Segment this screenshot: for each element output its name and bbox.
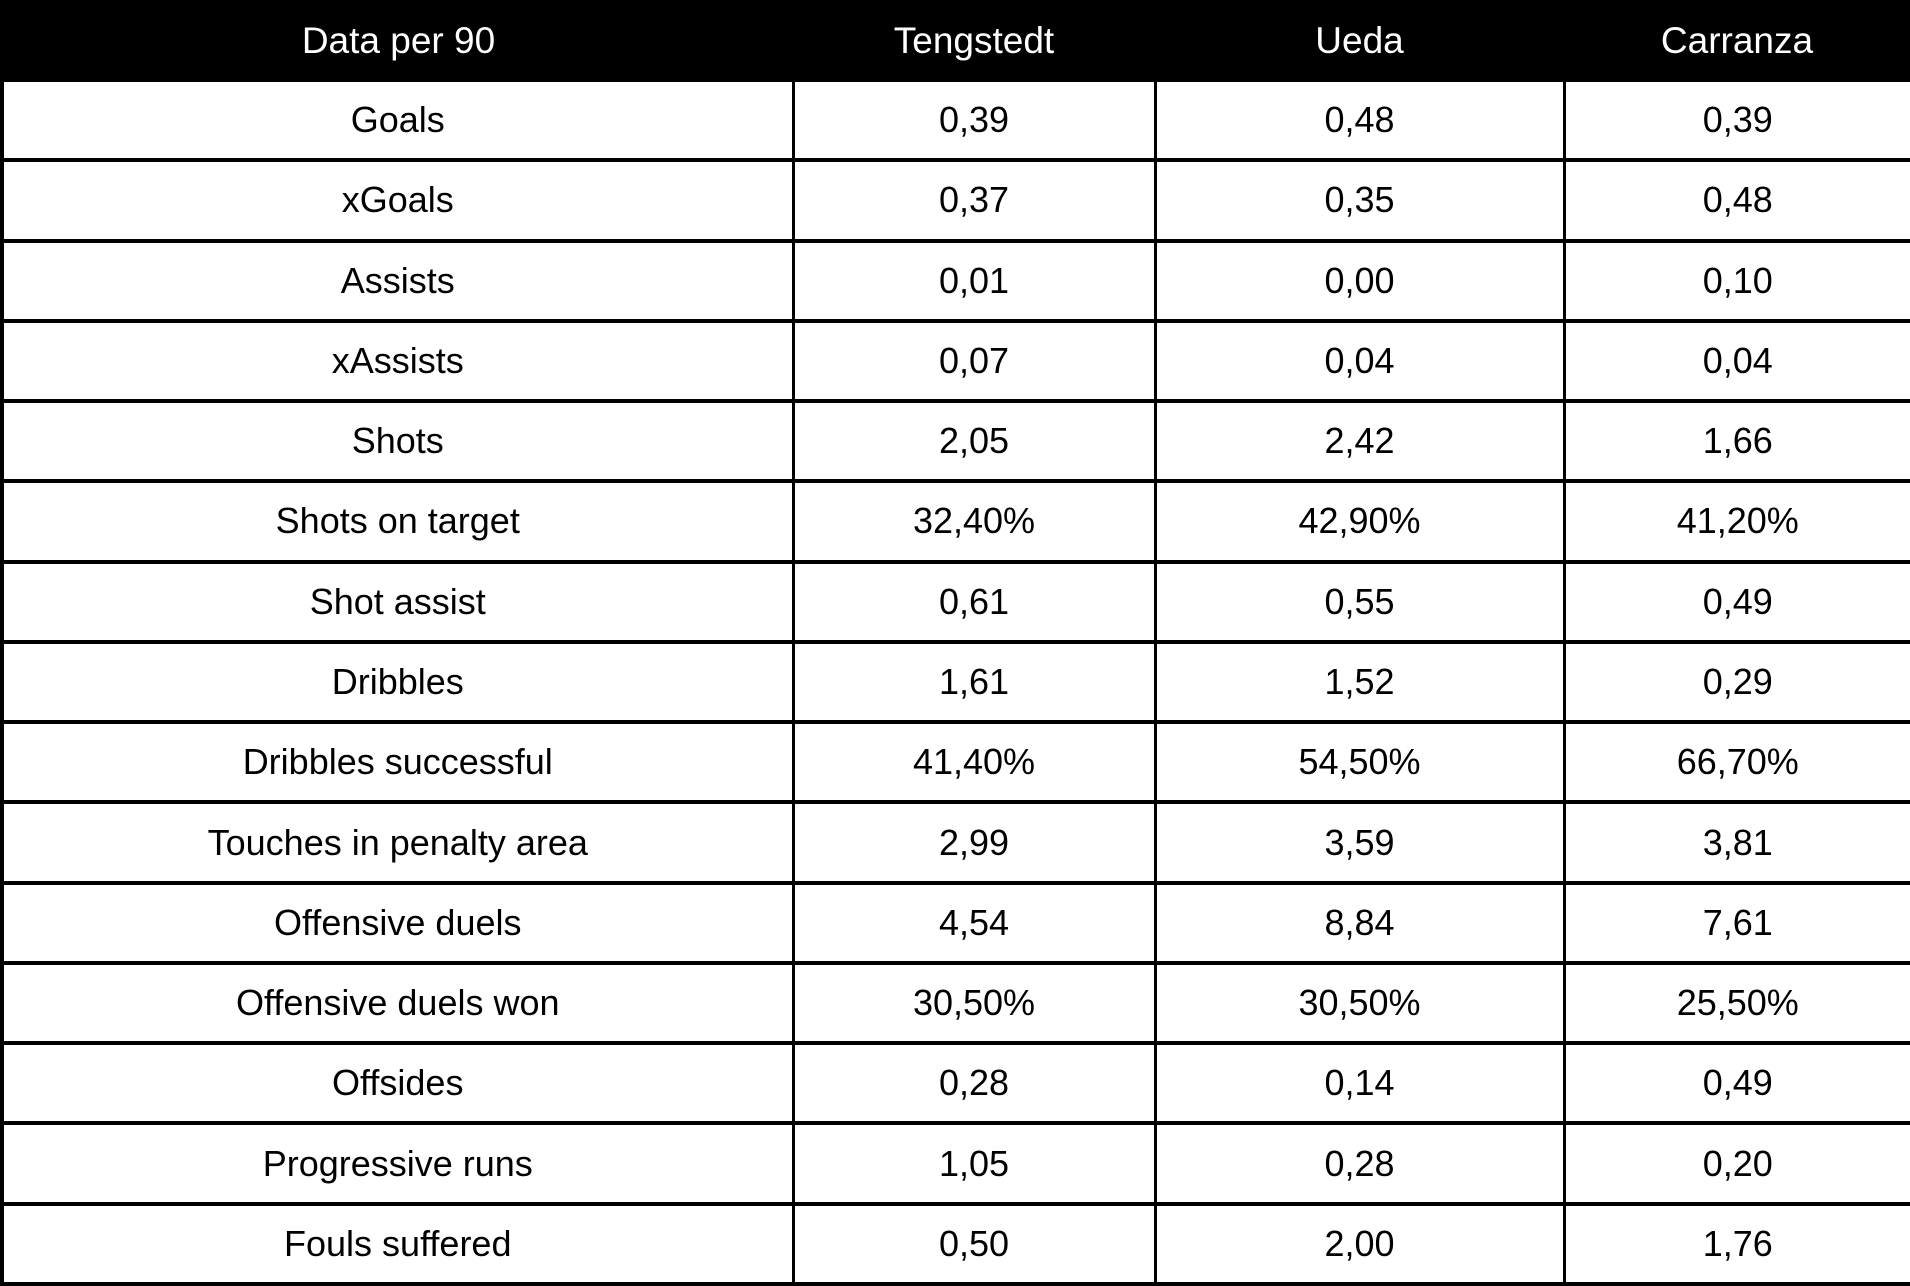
row-value: 2,00 (1153, 1201, 1564, 1284)
row-value: 0,50 (791, 1201, 1155, 1284)
row-value: 0,00 (1153, 238, 1564, 321)
table-row: Offensive duels won 30,50% 30,50% 25,50% (2, 960, 1910, 1044)
header-cell-ueda: Ueda (1155, 2, 1564, 80)
row-label: Progressive runs (2, 1121, 793, 1204)
row-value: 2,05 (791, 399, 1155, 482)
row-value: 32,40% (791, 479, 1155, 562)
row-value: 42,90% (1153, 479, 1564, 562)
row-value: 0,49 (1562, 1041, 1910, 1124)
table-body: Goals 0,39 0,48 0,39 xGoals 0,37 0,35 0,… (2, 77, 1910, 1284)
row-label: Shot assist (2, 559, 793, 642)
table-row: Dribbles 1,61 1,52 0,29 (2, 639, 1910, 723)
header-cell-metric: Data per 90 (2, 2, 793, 80)
row-value: 30,50% (1153, 960, 1564, 1044)
table-row: Goals 0,39 0,48 0,39 (2, 77, 1910, 161)
row-value: 0,07 (791, 318, 1155, 402)
row-label: Touches in penalty area (2, 800, 793, 883)
table-row: Touches in penalty area 2,99 3,59 3,81 (2, 800, 1910, 883)
row-value: 0,28 (791, 1041, 1155, 1124)
row-label: Shots on target (2, 479, 793, 562)
row-value: 0,48 (1562, 158, 1910, 241)
row-value: 0,04 (1153, 318, 1564, 402)
row-value: 0,48 (1153, 77, 1564, 161)
row-value: 41,40% (791, 720, 1155, 803)
table-row: Offensive duels 4,54 8,84 7,61 (2, 880, 1910, 963)
row-label: Assists (2, 238, 793, 321)
table-row: xGoals 0,37 0,35 0,48 (2, 158, 1910, 241)
row-value: 3,59 (1153, 800, 1564, 883)
header-cell-tengstedt: Tengstedt (793, 2, 1155, 80)
row-label: Offensive duels (2, 880, 793, 963)
row-label: Shots (2, 399, 793, 482)
row-value: 0,37 (791, 158, 1155, 241)
header-cell-carranza: Carranza (1564, 2, 1910, 80)
row-label: Goals (2, 77, 793, 161)
row-value: 0,10 (1562, 238, 1910, 321)
row-value: 8,84 (1153, 880, 1564, 963)
table-row: Shot assist 0,61 0,55 0,49 (2, 559, 1910, 642)
row-value: 54,50% (1153, 720, 1564, 803)
table-row: xAssists 0,07 0,04 0,04 (2, 318, 1910, 402)
table-row: Dribbles successful 41,40% 54,50% 66,70% (2, 720, 1910, 803)
row-value: 0,39 (1562, 77, 1910, 161)
row-value: 30,50% (791, 960, 1155, 1044)
row-label: Offensive duels won (2, 960, 793, 1044)
row-value: 0,49 (1562, 559, 1910, 642)
row-value: 0,20 (1562, 1121, 1910, 1204)
row-value: 4,54 (791, 880, 1155, 963)
table-row: Progressive runs 1,05 0,28 0,20 (2, 1121, 1910, 1204)
row-value: 1,66 (1562, 399, 1910, 482)
row-value: 0,14 (1153, 1041, 1564, 1124)
row-value: 7,61 (1562, 880, 1910, 963)
row-label: Dribbles successful (2, 720, 793, 803)
row-label: xAssists (2, 318, 793, 402)
row-value: 0,39 (791, 77, 1155, 161)
header-row: Data per 90 Tengstedt Ueda Carranza (2, 2, 1910, 80)
table-row: Offsides 0,28 0,14 0,49 (2, 1041, 1910, 1124)
table-row: Assists 0,01 0,00 0,10 (2, 238, 1910, 321)
row-label: xGoals (2, 158, 793, 241)
row-value: 2,42 (1153, 399, 1564, 482)
row-value: 1,52 (1153, 639, 1564, 723)
row-value: 0,28 (1153, 1121, 1564, 1204)
row-value: 1,61 (791, 639, 1155, 723)
row-value: 41,20% (1562, 479, 1910, 562)
row-label: Fouls suffered (2, 1201, 793, 1284)
table-row: Shots 2,05 2,42 1,66 (2, 399, 1910, 482)
row-value: 1,76 (1562, 1201, 1910, 1284)
row-value: 2,99 (791, 800, 1155, 883)
row-value: 0,01 (791, 238, 1155, 321)
row-value: 0,04 (1562, 318, 1910, 402)
row-value: 3,81 (1562, 800, 1910, 883)
row-value: 66,70% (1562, 720, 1910, 803)
table-row: Shots on target 32,40% 42,90% 41,20% (2, 479, 1910, 562)
row-label: Dribbles (2, 639, 793, 723)
table-row: Fouls suffered 0,50 2,00 1,76 (2, 1201, 1910, 1284)
row-label: Offsides (2, 1041, 793, 1124)
row-value: 0,61 (791, 559, 1155, 642)
row-value: 0,55 (1153, 559, 1564, 642)
row-value: 0,29 (1562, 639, 1910, 723)
row-value: 25,50% (1562, 960, 1910, 1044)
row-value: 0,35 (1153, 158, 1564, 241)
row-value: 1,05 (791, 1121, 1155, 1204)
